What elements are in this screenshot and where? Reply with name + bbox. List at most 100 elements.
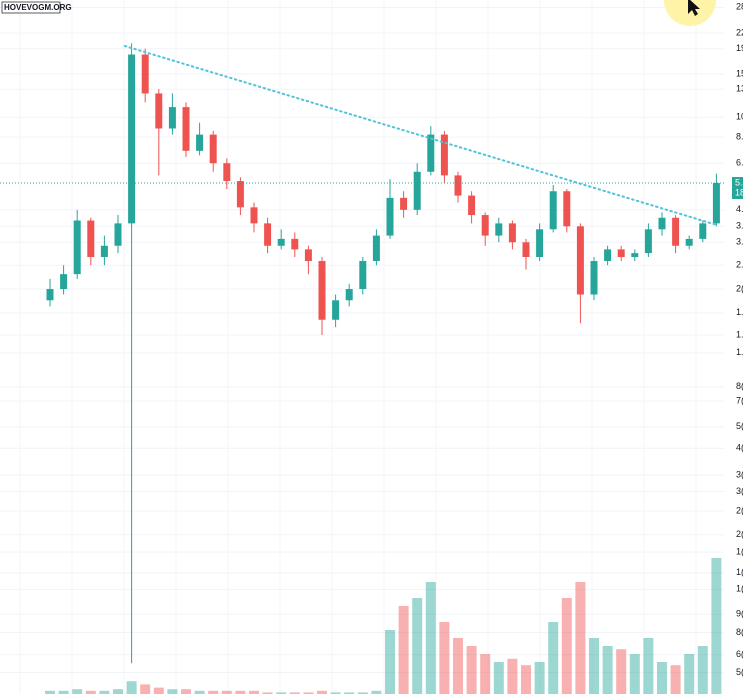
volume-bar bbox=[317, 690, 327, 694]
y-tick-label: 8( bbox=[736, 381, 743, 391]
candle-body bbox=[46, 289, 54, 301]
volume-bar bbox=[439, 622, 450, 694]
y-tick-label: 6( bbox=[736, 649, 743, 659]
y-tick-label: 4( bbox=[736, 443, 743, 453]
volume-bar bbox=[181, 689, 191, 694]
y-tick-label: 7( bbox=[736, 395, 743, 405]
y-tick-label: 2( bbox=[736, 283, 743, 293]
y-tick-label: 5( bbox=[736, 667, 743, 677]
candle-body bbox=[209, 134, 217, 164]
candle-body bbox=[563, 191, 571, 227]
candle-body bbox=[699, 223, 707, 239]
volume-bar bbox=[99, 690, 110, 694]
candle-body bbox=[332, 300, 340, 320]
volume-bar bbox=[344, 692, 355, 694]
volume-bar bbox=[72, 689, 83, 694]
candle-body bbox=[223, 163, 231, 182]
candle-body bbox=[413, 171, 421, 210]
volume-bar bbox=[398, 606, 409, 694]
volume-bar bbox=[330, 692, 341, 694]
volume-bar bbox=[113, 689, 123, 694]
volume-bar bbox=[697, 646, 708, 694]
candle-body bbox=[155, 93, 163, 129]
volume-bar bbox=[561, 598, 572, 694]
volume-bar bbox=[385, 630, 395, 694]
candle-body bbox=[114, 223, 122, 246]
y-tick-label: 2. bbox=[736, 260, 743, 270]
volume-bar bbox=[126, 681, 137, 694]
candle-body bbox=[345, 289, 353, 301]
candle-body bbox=[182, 107, 190, 151]
y-tick-label: 13 bbox=[736, 84, 743, 94]
volume-bar bbox=[303, 692, 314, 694]
volume-bar bbox=[208, 690, 219, 694]
volume-bar bbox=[194, 690, 205, 694]
candle-body bbox=[277, 238, 285, 246]
y-tick-label: 1( bbox=[736, 584, 743, 594]
candle-body bbox=[481, 215, 489, 236]
y-tick-label: 8( bbox=[736, 627, 743, 637]
y-tick-label: 3( bbox=[736, 486, 743, 496]
volume-bar bbox=[629, 654, 640, 694]
candle-body bbox=[236, 181, 244, 208]
countdown-label: 18 bbox=[735, 187, 743, 197]
volume-bar bbox=[453, 638, 463, 694]
candle-body bbox=[196, 134, 204, 151]
candle-body bbox=[712, 183, 720, 224]
candle-body bbox=[318, 261, 326, 320]
volume-bar bbox=[357, 692, 368, 694]
watermark-box bbox=[1, 1, 61, 14]
candle-body bbox=[617, 249, 625, 258]
y-tick-label: 22 bbox=[736, 27, 743, 37]
candle-body bbox=[304, 249, 312, 262]
volume-bar bbox=[140, 684, 151, 694]
candle-body bbox=[685, 238, 693, 246]
volume-bar bbox=[643, 638, 654, 694]
volume-bar bbox=[412, 598, 423, 694]
y-tick-label: 3. bbox=[736, 221, 743, 231]
y-tick-label: 2( bbox=[736, 505, 743, 515]
y-tick-label: 6. bbox=[736, 158, 743, 168]
y-tick-label: 3( bbox=[736, 469, 743, 479]
cursor-highlight bbox=[664, 0, 716, 26]
volume-bar bbox=[167, 689, 178, 694]
volume-bar bbox=[602, 646, 613, 694]
candle-body bbox=[631, 253, 639, 258]
candle-body bbox=[250, 207, 258, 224]
candle-body bbox=[590, 261, 598, 295]
candle-body bbox=[359, 261, 367, 290]
candle-body bbox=[128, 54, 136, 224]
y-tick-label: 2( bbox=[736, 529, 743, 539]
candle-body bbox=[672, 217, 680, 246]
candle-body bbox=[427, 134, 435, 172]
y-tick-label: 10 bbox=[736, 112, 743, 122]
current-price-badge bbox=[732, 177, 743, 200]
y-tick-label: 1( bbox=[736, 547, 743, 557]
y-tick-label: 8. bbox=[736, 132, 743, 142]
y-tick-label: 4. bbox=[736, 204, 743, 214]
volume-bar bbox=[249, 690, 259, 694]
volume-bar bbox=[684, 654, 695, 694]
volume-bar bbox=[262, 692, 273, 694]
y-tick-label: 19 bbox=[736, 43, 743, 53]
volume-bar bbox=[425, 582, 436, 694]
volume-bar bbox=[371, 690, 382, 694]
y-tick-label: 1( bbox=[736, 567, 743, 577]
candle-body bbox=[454, 175, 462, 196]
trendline bbox=[123, 44, 718, 226]
volume-bar bbox=[480, 654, 491, 694]
volume-bar bbox=[466, 646, 477, 694]
volume-bar bbox=[711, 558, 722, 694]
candle-body bbox=[168, 107, 176, 129]
candle-body bbox=[508, 223, 516, 243]
candle-body bbox=[386, 197, 394, 236]
volume-bar bbox=[534, 662, 545, 694]
volume-bar bbox=[58, 690, 69, 694]
y-tick-label: 1. bbox=[736, 347, 743, 357]
candle-body bbox=[549, 191, 557, 230]
volume-bar bbox=[521, 665, 531, 694]
